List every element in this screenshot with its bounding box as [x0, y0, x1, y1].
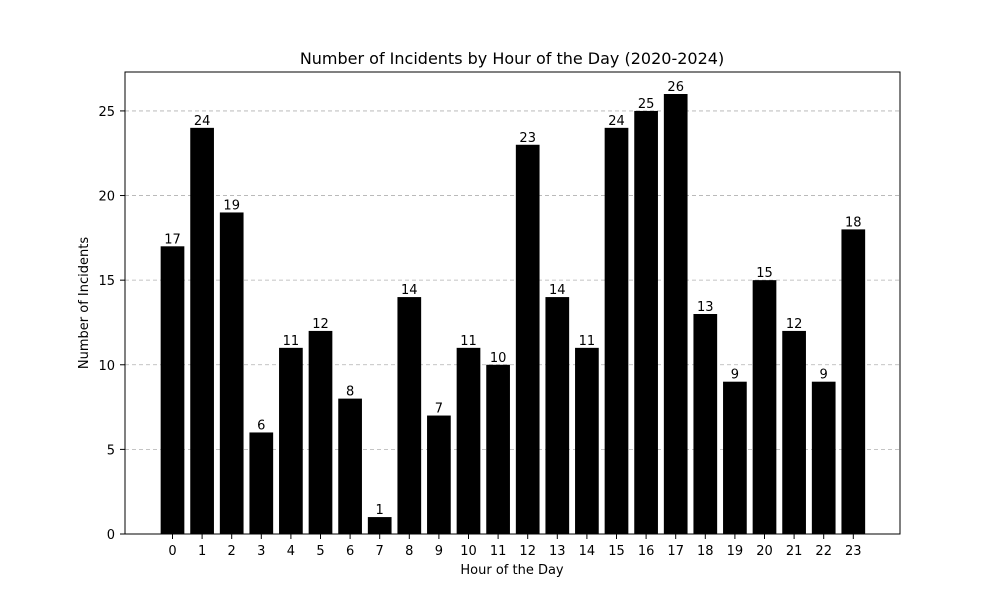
bar-hour-0 [160, 246, 185, 535]
data-label-hour-17: 26 [667, 80, 684, 95]
x-tick-label: 17 [667, 544, 684, 559]
data-label-hour-0: 17 [164, 232, 181, 247]
data-label-hour-9: 7 [435, 402, 443, 417]
x-tick-label: 20 [756, 544, 773, 559]
data-label-hour-14: 11 [579, 334, 596, 349]
bar-hour-18 [693, 314, 718, 534]
x-tick-label: 3 [257, 544, 265, 559]
y-axis-label: Number of Incidents [77, 237, 92, 369]
data-label-hour-23: 18 [845, 215, 862, 230]
data-label-hour-1: 24 [194, 114, 211, 129]
x-tick-label: 12 [519, 544, 536, 559]
data-label-hour-8: 14 [401, 283, 418, 298]
x-tick-label: 11 [490, 544, 507, 559]
y-tick-label: 15 [98, 274, 115, 289]
data-label-hour-13: 14 [549, 283, 566, 298]
bar-hour-20 [752, 280, 777, 534]
data-label-hour-11: 10 [490, 351, 507, 366]
bar-hour-1 [190, 127, 214, 534]
y-tick-label: 0 [107, 528, 115, 543]
plot-frame [124, 71, 901, 535]
data-label-hour-16: 25 [638, 97, 655, 112]
x-tick-label: 4 [287, 544, 295, 559]
data-label-hour-10: 11 [460, 334, 477, 349]
chart-title: Number of Incidents by Hour of the Day (… [300, 49, 724, 68]
y-tick-label: 10 [98, 359, 115, 374]
bar-hour-23 [841, 229, 866, 534]
data-label-hour-3: 6 [257, 418, 265, 433]
bar-hour-5 [308, 330, 333, 534]
x-tick-label: 6 [346, 544, 354, 559]
x-tick-label: 0 [168, 544, 176, 559]
data-label-hour-2: 19 [223, 198, 240, 213]
x-tick-label: 16 [638, 544, 655, 559]
bar-hour-21 [782, 330, 806, 534]
bar-hour-16 [634, 110, 658, 534]
x-tick-label: 15 [608, 544, 625, 559]
x-tick-label: 22 [815, 544, 832, 559]
data-label-hour-12: 23 [519, 131, 536, 146]
x-tick-label: 23 [845, 544, 862, 559]
data-label-hour-22: 9 [820, 368, 828, 383]
bar-hour-4 [279, 347, 303, 534]
x-tick-label: 2 [228, 544, 236, 559]
bar-hour-11 [486, 364, 510, 534]
data-labels: 17 24 19 6 11 12 8 1 14 7 11 10 23 14 11 24 25 26 13 9 15 12 9… [164, 80, 861, 518]
y-axis: 0 5 10 15 20 25 [98, 105, 125, 543]
data-label-hour-4: 11 [283, 334, 300, 349]
y-tick-label: 20 [98, 190, 115, 205]
data-label-hour-7: 1 [376, 503, 384, 518]
bar-hour-3 [249, 432, 274, 534]
x-axis: 0 1 2 3 4 5 6 7 8 9 10 11 12 13 14 15 16 17 18 19 20 21 22 23 [168, 534, 862, 559]
x-tick-label: 8 [405, 544, 413, 559]
bar-hour-9 [427, 415, 451, 534]
x-tick-label: 7 [376, 544, 384, 559]
x-tick-label: 9 [435, 544, 443, 559]
x-tick-label: 10 [460, 544, 477, 559]
bar-hour-12 [515, 144, 540, 534]
x-tick-label: 5 [316, 544, 324, 559]
data-label-hour-20: 15 [756, 266, 773, 281]
bar-hour-17 [663, 94, 688, 534]
x-tick-label: 13 [549, 544, 566, 559]
bar-hour-6 [338, 398, 362, 534]
x-axis-label: Hour of the Day [460, 563, 564, 578]
y-tick-label: 25 [98, 105, 115, 120]
x-tick-label: 18 [697, 544, 714, 559]
bar-hour-22 [811, 381, 836, 534]
bar-hour-10 [456, 347, 481, 534]
bar-hour-13 [545, 297, 570, 534]
bar-hour-7 [367, 517, 392, 534]
bars [160, 94, 866, 535]
data-label-hour-19: 9 [731, 368, 739, 383]
x-tick-label: 21 [786, 544, 803, 559]
bar-hour-2 [219, 212, 244, 534]
bar-hour-19 [723, 381, 747, 534]
x-tick-label: 19 [727, 544, 744, 559]
data-label-hour-15: 24 [608, 114, 625, 129]
bar-hour-15 [604, 127, 629, 534]
bar-hour-14 [575, 347, 599, 534]
data-label-hour-21: 12 [786, 317, 803, 332]
data-label-hour-6: 8 [346, 385, 354, 400]
y-tick-label: 5 [107, 443, 115, 458]
x-tick-label: 14 [579, 544, 596, 559]
x-tick-label: 1 [198, 544, 206, 559]
data-label-hour-5: 12 [312, 317, 329, 332]
data-label-hour-18: 13 [697, 300, 714, 315]
bar-hour-8 [397, 297, 422, 534]
